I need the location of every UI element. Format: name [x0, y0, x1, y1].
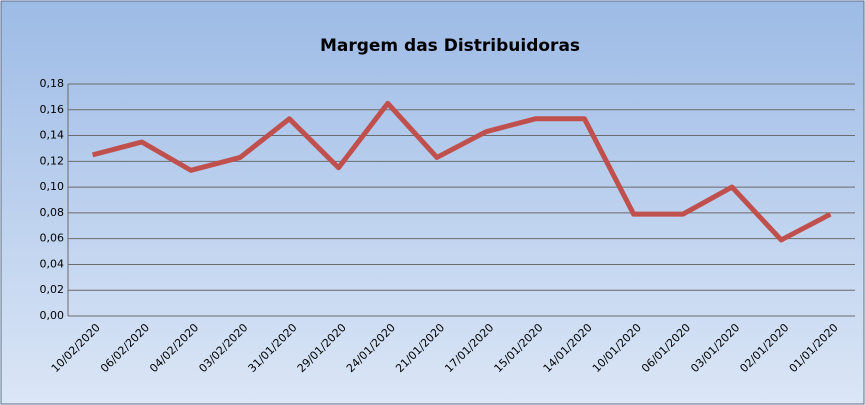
y-tick-label: 0,02 — [40, 283, 65, 296]
chart-title: Margem das Distribuidoras — [320, 36, 580, 56]
y-tick-label: 0,06 — [40, 232, 65, 245]
y-tick-label: 0,12 — [40, 154, 65, 167]
y-tick-label: 0,00 — [40, 309, 65, 322]
y-tick-label: 0,10 — [40, 180, 65, 193]
y-tick-label: 0,14 — [40, 129, 65, 142]
line-series — [91, 100, 832, 243]
y-tick-label: 0,08 — [40, 206, 65, 219]
y-tick-label: 0,18 — [40, 77, 65, 90]
y-tick-label: 0,16 — [40, 103, 65, 116]
y-tick-label: 0,04 — [40, 257, 65, 270]
